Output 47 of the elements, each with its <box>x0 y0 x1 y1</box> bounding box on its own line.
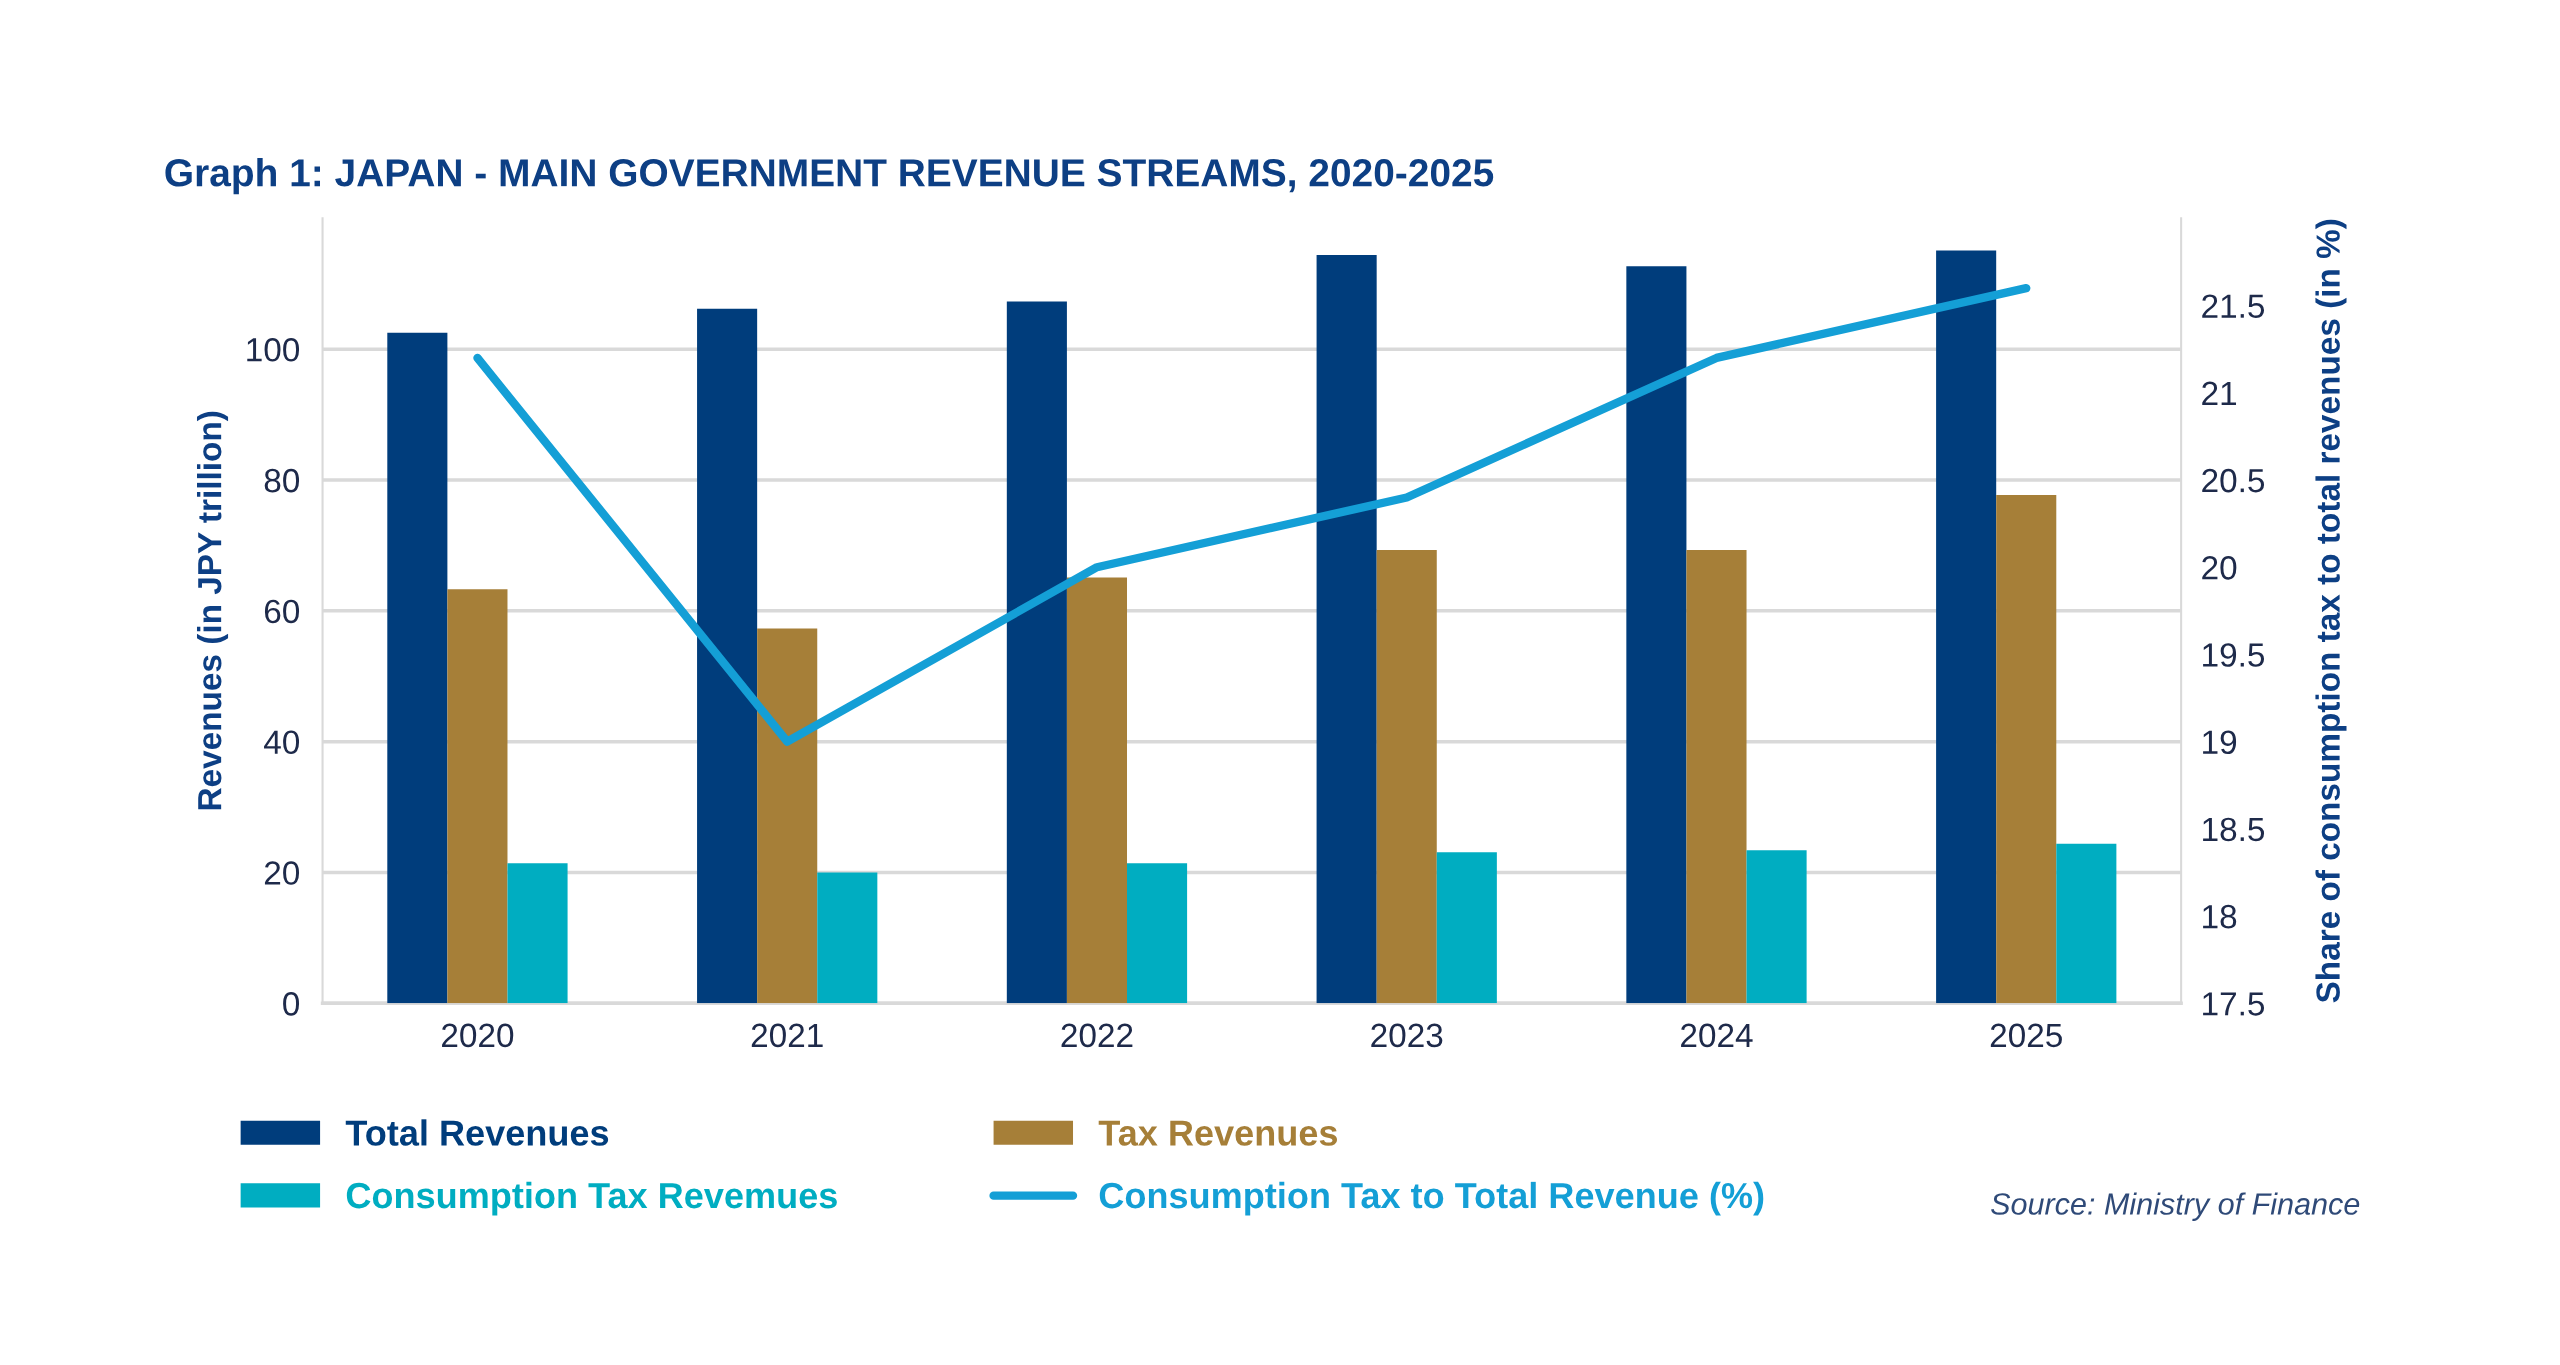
y2-tick-label: 18 <box>2203 904 2237 929</box>
y2-tick-label: 20 <box>2202 556 2237 580</box>
y-tick-label: 80 <box>264 468 300 493</box>
bar <box>1436 852 1497 1004</box>
bar <box>2056 843 2117 1004</box>
y2-tick-label: 21 <box>2202 381 2237 405</box>
bar <box>1066 577 1128 1004</box>
y-tick-label: 60 <box>264 599 300 624</box>
bar <box>507 863 568 1004</box>
y-tick-label: 20 <box>264 861 300 885</box>
source-note: Source: Ministry of Finance <box>1991 1192 2360 1221</box>
x-tick-label: 2024 <box>1681 1023 1753 1048</box>
y2-tick-label: 18.5 <box>2203 817 2265 842</box>
bar <box>1626 266 1687 1004</box>
x-tick-label: 2025 <box>1990 1023 2062 1048</box>
legend-label: Consumption Tax Revemues <box>346 1181 837 1216</box>
chart-title: Graph 1: JAPAN - MAIN GOVERNMENT REVENUE STREAMS, 2020-2025 <box>165 157 1494 195</box>
x-tick-label: 2020 <box>442 1023 514 1048</box>
bar <box>817 872 878 1004</box>
y2-tick-label: 19.5 <box>2203 643 2265 667</box>
x-tick-label: 2021 <box>751 1023 823 1048</box>
bar <box>1936 250 1997 1004</box>
y2-axis-title: Share of consumption tax to total revenues (in %) <box>2315 219 2347 1003</box>
y-tick-label: 0 <box>283 992 300 1016</box>
bar <box>1006 301 1067 1004</box>
bar <box>1316 255 1377 1004</box>
bar <box>447 589 508 1004</box>
legend-label: Total Revenues <box>345 1119 609 1146</box>
bar <box>1746 850 1807 1004</box>
y2-tick-label: 20.5 <box>2202 468 2265 493</box>
legend-label: Consumption Tax to Total Revenue (%) <box>1099 1181 1764 1216</box>
y2-tick-label: 19 <box>2203 730 2237 755</box>
legend-label: Tax Revenues <box>1098 1120 1338 1146</box>
y-axis-title: Revenues (in JPY trillion) <box>196 411 229 810</box>
bar <box>1127 863 1188 1004</box>
x-tick-label: 2023 <box>1371 1023 1443 1048</box>
bar <box>1996 495 2057 1004</box>
y-tick-label: 100 <box>247 338 300 362</box>
x-tick-label: 2022 <box>1061 1023 1133 1048</box>
bar <box>387 332 448 1004</box>
bar <box>1686 550 1747 1004</box>
bar <box>1376 550 1437 1004</box>
y2-tick-label: 21.5 <box>2202 294 2265 319</box>
bar <box>757 628 818 1004</box>
y-tick-label: 40 <box>264 730 300 755</box>
bar <box>697 308 758 1004</box>
y2-tick-label: 17.5 <box>2203 992 2265 1016</box>
